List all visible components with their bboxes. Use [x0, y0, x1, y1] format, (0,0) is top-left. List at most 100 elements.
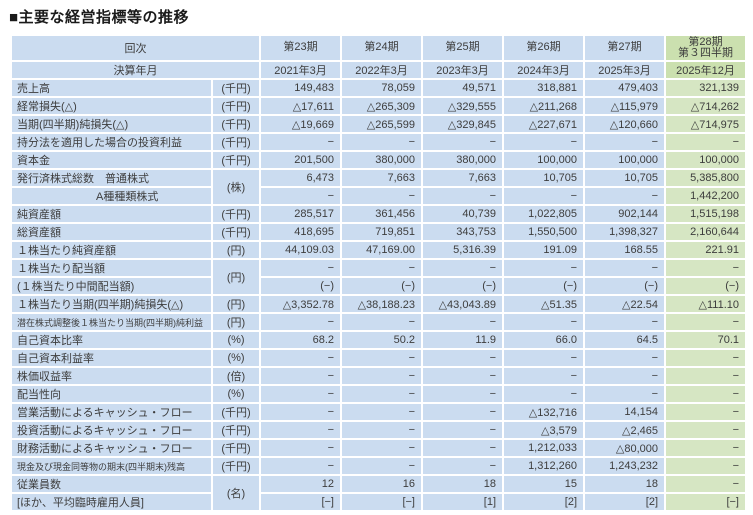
value-cell: 1,312,260 [504, 458, 583, 474]
fiscal-month-value: 2025年3月 [585, 62, 664, 78]
row-unit: (%) [213, 350, 259, 366]
value-cell: − [423, 368, 502, 384]
value-cell: [−] [666, 494, 745, 510]
row-unit: (名) [213, 476, 259, 510]
value-cell: 1,515,198 [666, 206, 745, 222]
value-cell: (−) [342, 278, 421, 294]
value-cell: 418,695 [261, 224, 340, 240]
value-cell: △714,262 [666, 98, 745, 114]
value-cell: − [666, 368, 745, 384]
value-cell: △80,000 [585, 440, 664, 456]
value-cell: △132,716 [504, 404, 583, 420]
value-cell: 18 [423, 476, 502, 492]
row-unit: (千円) [213, 80, 259, 96]
value-cell: − [585, 260, 664, 276]
page-title: ■主要な経営指標等の推移 [9, 9, 190, 26]
row-unit: (千円) [213, 206, 259, 222]
value-cell: △211,268 [504, 98, 583, 114]
row-label: 当期(四半期)純損失(△) [12, 116, 211, 132]
value-cell: 10,705 [585, 170, 664, 186]
value-cell: − [342, 422, 421, 438]
period-header: 第25期 [423, 36, 502, 60]
value-cell: − [342, 368, 421, 384]
value-cell: − [585, 386, 664, 402]
value-cell: 1,022,805 [504, 206, 583, 222]
row-label: 持分法を適用した場合の投資利益 [12, 134, 211, 150]
value-cell: (−) [585, 278, 664, 294]
value-cell: − [585, 368, 664, 384]
value-cell: 14,154 [585, 404, 664, 420]
row-unit: (千円) [213, 98, 259, 114]
value-cell: − [423, 134, 502, 150]
value-cell: − [666, 350, 745, 366]
value-cell: △227,671 [504, 116, 583, 132]
value-cell: − [261, 260, 340, 276]
value-cell: 70.1 [666, 332, 745, 348]
value-cell: △265,309 [342, 98, 421, 114]
value-cell: − [261, 188, 340, 204]
value-cell: − [342, 458, 421, 474]
value-cell: (−) [666, 278, 745, 294]
row-label: １株当たり配当額 [12, 260, 211, 276]
value-cell: 100,000 [585, 152, 664, 168]
value-cell: − [423, 188, 502, 204]
value-cell: − [504, 368, 583, 384]
value-cell: − [504, 134, 583, 150]
value-cell: 5,316.39 [423, 242, 502, 258]
row-label: 財務活動によるキャッシュ・フロー [12, 440, 211, 456]
value-cell: − [666, 422, 745, 438]
row-label: １株当たり当期(四半期)純損失(△) [12, 296, 211, 312]
value-cell: − [261, 404, 340, 420]
value-cell: 380,000 [423, 152, 502, 168]
value-cell: − [423, 422, 502, 438]
row-label: １株当たり純資産額 [12, 242, 211, 258]
value-cell: (−) [423, 278, 502, 294]
fiscal-month-value: 2021年3月 [261, 62, 340, 78]
row-label: 自己資本比率 [12, 332, 211, 348]
value-cell: △17,611 [261, 98, 340, 114]
value-cell: 7,663 [423, 170, 502, 186]
value-cell: △2,465 [585, 422, 664, 438]
value-cell: − [504, 188, 583, 204]
value-cell: △265,599 [342, 116, 421, 132]
value-cell: 66.0 [504, 332, 583, 348]
value-cell: (−) [261, 278, 340, 294]
value-cell: 100,000 [666, 152, 745, 168]
row-label: 経常損失(△) [12, 98, 211, 114]
value-cell: − [342, 314, 421, 330]
row-unit: (千円) [213, 134, 259, 150]
financial-indicators-table: 回次 第23期 第24期 第25期 第26期 第27期 第28期 第３四半期 決算年月 2021年… [10, 34, 747, 512]
value-cell: − [504, 350, 583, 366]
row-label: 現金及び現金同等物の期末(四半期末)残高 [12, 458, 211, 474]
row-label: 株価収益率 [12, 368, 211, 384]
value-cell: △3,352.78 [261, 296, 340, 312]
value-cell: − [261, 314, 340, 330]
value-cell: (−) [504, 278, 583, 294]
value-cell: 902,144 [585, 206, 664, 222]
row-unit: (千円) [213, 458, 259, 474]
row-unit: (千円) [213, 422, 259, 438]
value-cell: △329,845 [423, 116, 502, 132]
value-cell: 16 [342, 476, 421, 492]
table-corner-label: 回次 [12, 36, 259, 60]
value-cell: − [504, 386, 583, 402]
value-cell: 380,000 [342, 152, 421, 168]
value-cell: − [342, 134, 421, 150]
value-cell: 6,473 [261, 170, 340, 186]
row-unit: (千円) [213, 152, 259, 168]
value-cell: 100,000 [504, 152, 583, 168]
value-cell: 18 [585, 476, 664, 492]
row-unit: (円) [213, 314, 259, 330]
value-cell: 361,456 [342, 206, 421, 222]
value-cell: − [342, 188, 421, 204]
row-label: A種種類株式 [12, 188, 211, 204]
row-label: 従業員数 [12, 476, 211, 492]
value-cell: − [666, 134, 745, 150]
value-cell: 47,169.00 [342, 242, 421, 258]
row-unit: (千円) [213, 116, 259, 132]
value-cell: 50.2 [342, 332, 421, 348]
value-cell: △3,579 [504, 422, 583, 438]
value-cell: 191.09 [504, 242, 583, 258]
value-cell: − [423, 314, 502, 330]
value-cell: 479,403 [585, 80, 664, 96]
